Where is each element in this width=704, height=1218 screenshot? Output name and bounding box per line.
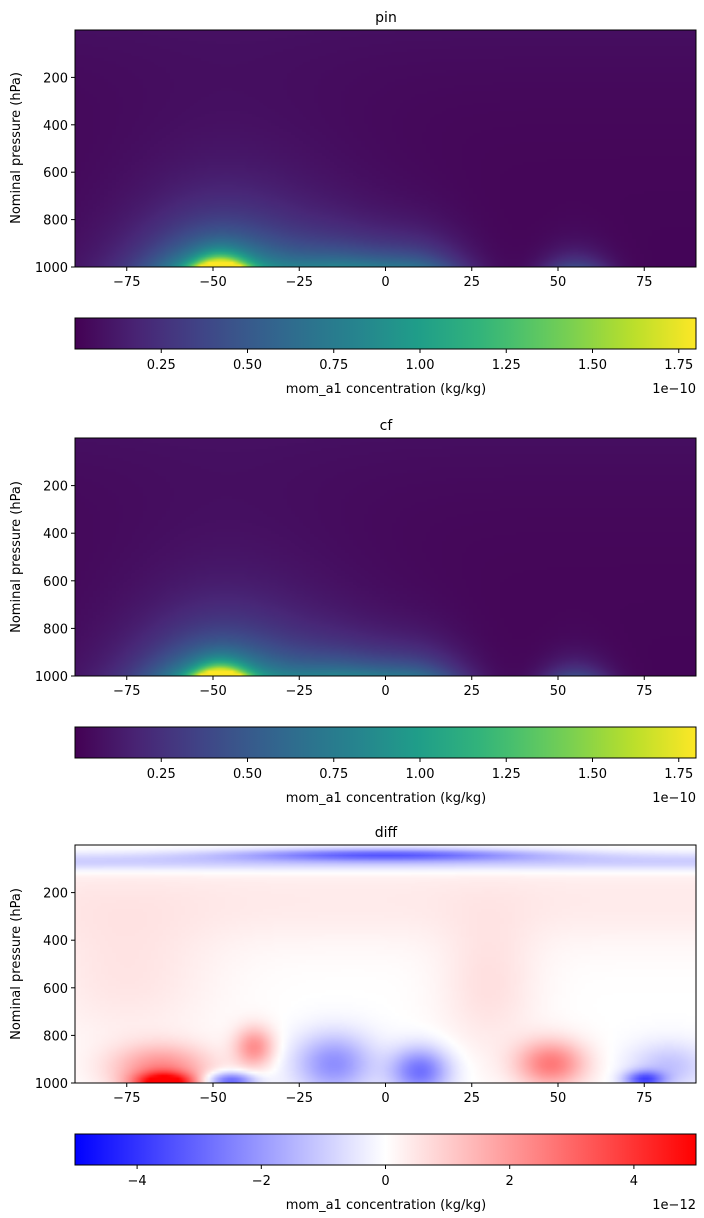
x-tick-label: 50: [550, 1091, 567, 1106]
y-tick-label: 1000: [35, 670, 68, 685]
colorbar-tick-label: 0: [381, 1174, 389, 1189]
colorbar-offset: 1e−10: [652, 382, 696, 397]
heatmap-image: [75, 845, 696, 1083]
colorbar-tick-label: 0.50: [233, 358, 262, 373]
heatmap-image: [75, 30, 696, 267]
colorbar-tick-label: 1.00: [406, 767, 435, 782]
y-ticks: 200 400 600 800 1000: [35, 887, 75, 1092]
y-tick-label: 800: [43, 1029, 68, 1044]
y-tick-label: 400: [43, 934, 68, 949]
y-tick-label: 600: [43, 166, 68, 181]
x-tick-label: 75: [636, 1091, 653, 1106]
x-tick-label: 75: [636, 684, 653, 699]
colorbar-label: mom_a1 concentration (kg/kg): [286, 1198, 486, 1213]
colorbar-tick-label: 0.75: [319, 358, 348, 373]
colorbar-tick-label: 1.50: [578, 358, 607, 373]
y-tick-label: 200: [43, 71, 68, 86]
colorbar: [74, 1133, 697, 1166]
colorbar-label: mom_a1 concentration (kg/kg): [286, 382, 486, 397]
colorbar-tick-label: 1.75: [664, 358, 693, 373]
colorbar-tick-label: 0.25: [147, 358, 176, 373]
colorbar-ticks: 0.25 0.50 0.75 1.00 1.25 1.50 1.75: [147, 758, 693, 782]
colorbar-tick-label: 4: [630, 1174, 638, 1189]
y-ticks: 200 400 600 800 1000: [35, 480, 75, 685]
y-axis-label: Nominal pressure (hPa): [9, 481, 24, 633]
y-tick-label: 800: [43, 214, 68, 229]
heatmap-image: [75, 438, 696, 676]
colorbar-offset: 1e−12: [652, 1198, 696, 1213]
x-tick-label: 0: [381, 275, 389, 290]
x-tick-label: −25: [286, 275, 313, 290]
x-tick-label: 50: [550, 684, 567, 699]
colorbar-tick-label: 1.00: [406, 358, 435, 373]
panel-title: pin: [375, 10, 397, 26]
colorbar: [74, 726, 697, 759]
panel-cf: cf −75 −50 −25 0 25 50 75 200 400 600 800 1000 Nom…: [9, 418, 697, 806]
y-axis-label: Nominal pressure (hPa): [9, 72, 24, 224]
colorbar-tick-label: 0.25: [147, 767, 176, 782]
x-tick-label: 25: [463, 275, 480, 290]
y-tick-label: 800: [43, 622, 68, 637]
panel-title: cf: [380, 418, 394, 434]
y-tick-label: 600: [43, 575, 68, 590]
colorbar-tick-label: 1.25: [492, 358, 521, 373]
panel-title: diff: [375, 825, 398, 841]
colorbar: [74, 317, 697, 350]
x-tick-label: −50: [199, 275, 226, 290]
y-tick-label: 200: [43, 887, 68, 902]
x-tick-label: −25: [286, 684, 313, 699]
x-tick-label: −25: [286, 1091, 313, 1106]
x-tick-label: 0: [381, 1091, 389, 1106]
x-tick-label: 25: [463, 1091, 480, 1106]
colorbar-label: mom_a1 concentration (kg/kg): [286, 791, 486, 806]
x-tick-label: −50: [199, 1091, 226, 1106]
colorbar-tick-label: −4: [128, 1174, 147, 1189]
y-tick-label: 1000: [35, 1077, 68, 1092]
colorbar-offset: 1e−10: [652, 791, 696, 806]
x-tick-label: 25: [463, 684, 480, 699]
x-tick-label: 75: [636, 275, 653, 290]
y-tick-label: 400: [43, 527, 68, 542]
x-ticks: −75 −50 −25 0 25 50 75: [113, 676, 653, 699]
x-ticks: −75 −50 −25 0 25 50 75: [113, 267, 653, 290]
colorbar-tick-label: 1.75: [664, 767, 693, 782]
panel-pin: pin −75 −50 −25 0 25 50 75 200 400 600 800 1000 No…: [9, 10, 697, 397]
y-axis-label: Nominal pressure (hPa): [9, 888, 24, 1040]
x-ticks: −75 −50 −25 0 25 50 75: [113, 1083, 653, 1106]
colorbar-tick-label: 0.75: [319, 767, 348, 782]
x-tick-label: 0: [381, 684, 389, 699]
colorbar-tick-label: 0.50: [233, 767, 262, 782]
colorbar-ticks: 0.25 0.50 0.75 1.00 1.25 1.50 1.75: [147, 349, 693, 373]
panel-diff: diff −75 −50 −25 0 25 50 75 200 400 600 800 1000 N…: [9, 825, 697, 1213]
x-tick-label: 50: [550, 275, 567, 290]
y-tick-label: 1000: [35, 261, 68, 276]
x-tick-label: −50: [199, 684, 226, 699]
colorbar-tick-label: 2: [506, 1174, 514, 1189]
x-tick-label: −75: [113, 1091, 140, 1106]
y-ticks: 200 400 600 800 1000: [35, 71, 75, 276]
colorbar-tick-label: 1.25: [492, 767, 521, 782]
x-tick-label: −75: [113, 275, 140, 290]
y-tick-label: 600: [43, 982, 68, 997]
y-tick-label: 400: [43, 119, 68, 134]
colorbar-tick-label: 1.50: [578, 767, 607, 782]
colorbar-ticks: −4 −2 0 2 4: [128, 1165, 638, 1189]
y-tick-label: 200: [43, 480, 68, 495]
x-tick-label: −75: [113, 684, 140, 699]
colorbar-tick-label: −2: [252, 1174, 271, 1189]
